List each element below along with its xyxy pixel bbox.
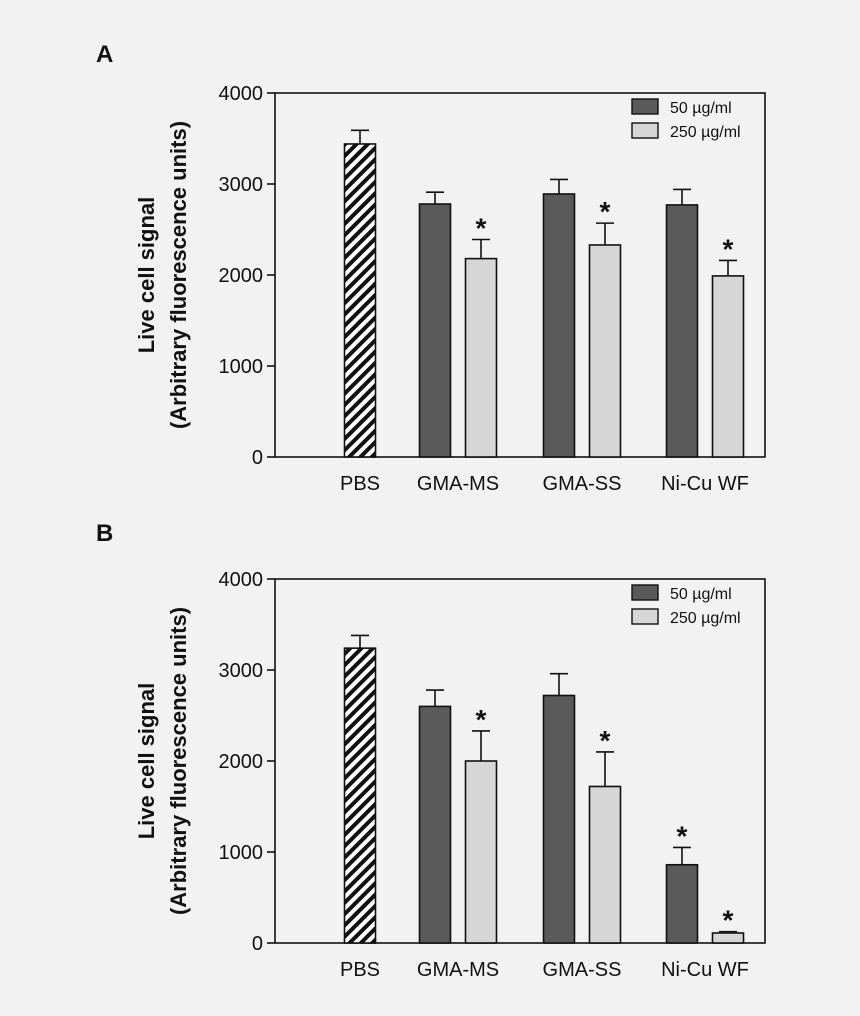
panel-a-y-axis-title-line-2: (Arbitrary fluorescence units) (166, 121, 191, 429)
panel-b-legend-swatch-2 (631, 608, 659, 625)
panel-b-y-axis-title-line-2: (Arbitrary fluorescence units) (166, 607, 191, 915)
panel-a-y-tick-label: 3000 (219, 174, 264, 196)
panel-a-letter: A (96, 41, 113, 68)
panel-a-y-tick-label: 0 (252, 447, 263, 469)
panel-a-y-tick-label: 4000 (219, 83, 264, 105)
panel-a-x-category-label: Ni-Cu WF (661, 473, 749, 495)
panel-b-y-tick-label: 4000 (219, 569, 264, 591)
panel-a-x-category-label: GMA-MS (417, 473, 499, 495)
panel-b-legend-label-2: 250 µg/ml (670, 610, 741, 627)
panel-a-bar (711, 275, 745, 458)
panel-a-y-tick-label: 2000 (219, 265, 264, 287)
panel-b-bar (464, 760, 498, 944)
panel-a-significance-star: * (723, 233, 734, 264)
panel-b-y-tick-label: 2000 (219, 751, 264, 773)
panel-b-letter: B (96, 520, 113, 547)
panel-b-significance-star: * (677, 820, 688, 851)
panel-a-y-axis-title-line-1: Live cell signal (134, 197, 159, 354)
panel-b-x-category-label: PBS (340, 959, 380, 981)
panel-a-significance-star: * (600, 196, 611, 227)
panel-b-x-category-label: GMA-MS (417, 959, 499, 981)
panel-b-bar (542, 694, 576, 944)
panel-a-x-category-label: GMA-SS (543, 473, 622, 495)
panel-b-y-tick-label: 0 (252, 933, 263, 955)
panel-a-legend-swatch-2 (631, 122, 659, 139)
panel-b-legend-label-1: 50 µg/ml (670, 586, 732, 603)
panel-b-significance-star: * (723, 905, 734, 936)
panel-b-x-category-label: GMA-SS (543, 959, 622, 981)
panel-b-bar (343, 647, 377, 944)
panel-a-legend-label-1: 50 µg/ml (670, 100, 732, 117)
panel-b-y-axis-title-line-1: Live cell signal (134, 683, 159, 840)
panel-b-bar (418, 705, 452, 944)
panel-a-bar (588, 244, 622, 458)
panel-a-legend-label-2: 250 µg/ml (670, 124, 741, 141)
panel-a-significance-star: * (476, 213, 487, 244)
panel-b-significance-star: * (600, 725, 611, 756)
panel-b-y-tick-label: 1000 (219, 842, 264, 864)
panel-a-bar (665, 204, 699, 458)
panel-a-x-category-label: PBS (340, 473, 380, 495)
panel-a-bar (418, 203, 452, 458)
panel-a-legend-swatch-1 (631, 98, 659, 115)
panel-b-significance-star: * (476, 704, 487, 735)
panel-b-x-category-label: Ni-Cu WF (661, 959, 749, 981)
panel-a-bar (542, 193, 576, 458)
panel-b-legend-swatch-1 (631, 584, 659, 601)
panel-b-bar (665, 863, 699, 944)
panel-a-bar (464, 257, 498, 458)
panel-a-bar (343, 143, 377, 458)
panel-a-y-tick-label: 1000 (219, 356, 264, 378)
panel-b-y-tick-label: 3000 (219, 660, 264, 682)
panel-b-bar (588, 785, 622, 944)
panel-b-bar (711, 932, 745, 944)
